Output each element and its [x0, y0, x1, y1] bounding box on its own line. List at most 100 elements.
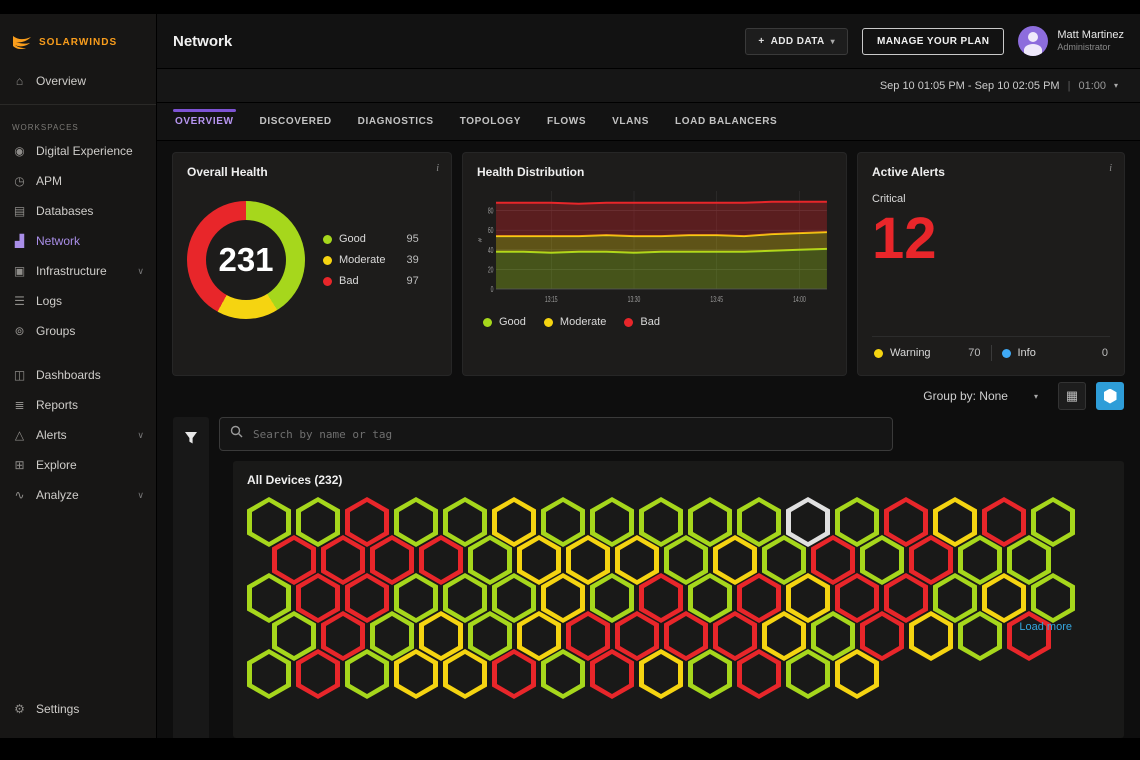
sidebar-item-label: APM [36, 174, 63, 188]
honeycomb-view-icon[interactable] [1096, 382, 1124, 410]
time-range-separator: | [1067, 79, 1071, 92]
legend-value: 39 [406, 254, 419, 266]
add-data-button[interactable]: + ADD DATA ▾ [745, 27, 849, 55]
app-window: SOLARWINDS ⌂ Overview WORKSPACES ◉ Digit… [0, 14, 1140, 738]
legend-item-moderate: Moderate [543, 316, 607, 328]
summary-cards: Overall Health i 231 Good 95 Moderate 39 B… [173, 153, 1124, 375]
time-range-duration: 01:00 [1078, 79, 1106, 92]
tab-diagnostics[interactable]: DIAGNOSTICS [357, 116, 434, 127]
user-menu[interactable]: Matt Martinez Administrator [1018, 26, 1124, 56]
legend-dot [1001, 348, 1011, 358]
card-title: Overall Health [187, 165, 268, 179]
sidebar-item-dashboards[interactable]: ◫ Dashboards [0, 360, 156, 390]
all-devices-title: All Devices (232) [247, 473, 343, 487]
info-icon[interactable]: i [1109, 163, 1112, 174]
device-hexagon-good[interactable] [345, 649, 389, 699]
alerts-footer: Warning 70 Info 0 [872, 336, 1110, 363]
legend-value: 95 [406, 233, 419, 245]
svg-text:13:15: 13:15 [545, 296, 558, 304]
sidebar-item-label: Infrastructure [36, 264, 107, 278]
sidebar-item-label: Logs [36, 294, 63, 308]
sidebar-item-label: Databases [36, 204, 94, 218]
tab-discovered[interactable]: DISCOVERED [259, 116, 332, 127]
chevron-icon: ∨ [137, 489, 144, 500]
device-hexagon-good[interactable] [247, 649, 291, 699]
sidebar-item-infrastructure[interactable]: ▣ Infrastructure ∨ [0, 256, 156, 286]
table-view-icon[interactable]: ▦ [1058, 382, 1086, 410]
sidebar-item-settings[interactable]: ⚙ Settings [0, 694, 156, 724]
legend-dot [323, 255, 332, 265]
device-hexagon-bad[interactable] [737, 649, 781, 699]
legend-dot [543, 317, 553, 327]
device-hexagon-good[interactable] [1031, 497, 1075, 547]
sidebar-item-label: Explore [36, 458, 77, 472]
sidebar-item-label: Analyze [36, 488, 79, 502]
devices-section: All Devices (232) Load more [173, 417, 1124, 738]
hex-row [272, 535, 1110, 585]
hexagon-icon [1103, 388, 1117, 404]
add-data-label: ADD DATA [770, 35, 825, 47]
tab-flows[interactable]: FLOWS [547, 116, 587, 127]
explore-icon: ⊞ [14, 458, 25, 472]
legend-label: Moderate [559, 316, 607, 328]
device-hexagon-good[interactable] [688, 649, 732, 699]
sidebar-item-network[interactable]: ▟ Network [0, 226, 156, 256]
sidebar-item-databases[interactable]: ▤ Databases [0, 196, 156, 226]
sidebar-item-reports[interactable]: ≣ Reports [0, 390, 156, 420]
tab-topology[interactable]: TOPOLOGY [459, 116, 522, 127]
all-devices-panel: All Devices (232) Load more [233, 461, 1124, 738]
legend-label: Moderate [339, 254, 386, 266]
sidebar-item-apm[interactable]: ◷ APM [0, 166, 156, 196]
device-hexagon-good[interactable] [786, 649, 830, 699]
device-hexagon-moderate[interactable] [639, 649, 683, 699]
sidebar-item-explore[interactable]: ⊞ Explore [0, 450, 156, 480]
sidebar-item-alerts[interactable]: △ Alerts ∨ [0, 420, 156, 450]
legend-value: 70 [968, 347, 981, 359]
groups-icon: ⊚ [14, 324, 25, 338]
sidebar-item-groups[interactable]: ⊚ Groups [0, 316, 156, 346]
databases-icon: ▤ [13, 204, 26, 218]
sidebar-item-analyze[interactable]: ∿ Analyze ∨ [0, 480, 156, 510]
legend-item-good: Good 95 [323, 233, 419, 245]
tab-load-balancers[interactable]: LOAD BALANCERS [675, 116, 778, 127]
search-input[interactable] [251, 426, 882, 442]
solarwinds-logo: SOLARWINDS [0, 14, 156, 66]
tab-vlans[interactable]: VLANS [612, 116, 650, 127]
svg-text:#: # [478, 237, 483, 242]
legend-label: Info [1017, 347, 1036, 359]
hex-row [247, 497, 1110, 547]
time-range-text: Sep 10 01:05 PM - Sep 10 02:05 PM [879, 79, 1060, 92]
sidebar-item-label: Network [36, 234, 81, 248]
sidebar-item-digital-experience[interactable]: ◉ Digital Experience [0, 136, 156, 166]
avatar [1018, 26, 1049, 56]
health-distribution-card: Health Distribution 0 20 40 60 80 13:15 13:30 1… [463, 153, 846, 375]
alerts-icon: △ [14, 428, 25, 442]
device-hexagon-bad[interactable] [590, 649, 634, 699]
device-hexagon-bad[interactable] [492, 649, 536, 699]
info-icon[interactable]: i [436, 163, 439, 174]
device-hexagon-moderate[interactable] [835, 649, 879, 699]
load-more-link[interactable]: Load more [1019, 621, 1072, 633]
time-range-picker[interactable]: Sep 10 01:05 PM - Sep 10 02:05 PM | 01:0… [157, 69, 1140, 103]
tabs-bar: OVERVIEW DISCOVERED DIAGNOSTICS TOPOLOGY FLO… [157, 103, 1140, 141]
svg-text:20: 20 [488, 266, 494, 274]
devices-toolbar: Group by: None ▾ ▦ [173, 375, 1124, 417]
legend-dot [323, 276, 332, 286]
sidebar-item-label: Alerts [36, 428, 67, 442]
device-hexagon-moderate[interactable] [394, 649, 438, 699]
manage-plan-button[interactable]: MANAGE YOUR PLAN [862, 27, 1005, 55]
filter-funnel-icon[interactable] [178, 425, 204, 451]
device-hexagon-bad[interactable] [296, 649, 340, 699]
sidebar-item-logs[interactable]: ☰ Logs [0, 286, 156, 316]
critical-label: Critical [872, 193, 906, 205]
legend-label: Good [499, 316, 526, 328]
device-hexagon-good[interactable] [1031, 573, 1075, 623]
sidebar-item-overview[interactable]: ⌂ Overview [0, 66, 156, 96]
device-hexagon-good[interactable] [541, 649, 585, 699]
group-by-dropdown[interactable]: Group by: None ▾ [913, 383, 1048, 409]
user-name: Matt Martinez [1057, 28, 1124, 41]
device-hexagon-moderate[interactable] [443, 649, 487, 699]
tab-overview[interactable]: OVERVIEW [173, 103, 236, 140]
active-alerts-card: Active Alerts i Critical 12 Warning 70 In… [858, 153, 1124, 375]
critical-value: 12 [872, 206, 937, 271]
